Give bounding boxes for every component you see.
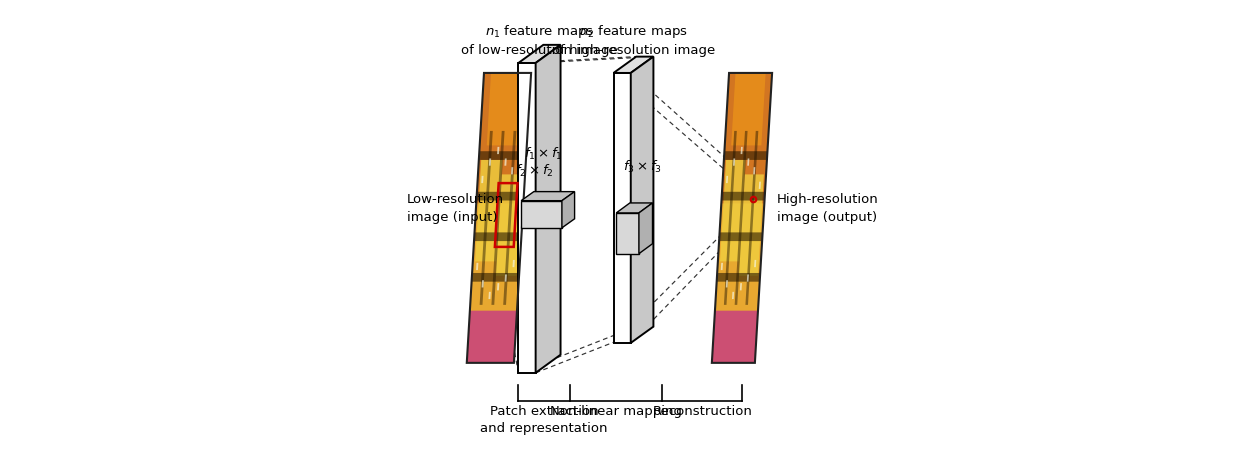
Polygon shape [631,57,654,343]
Polygon shape [724,151,768,160]
Text: $f_3 \times f_3$: $f_3 \times f_3$ [623,159,662,175]
Polygon shape [504,275,507,282]
Polygon shape [476,192,524,201]
Polygon shape [486,73,524,145]
Polygon shape [720,263,723,270]
Polygon shape [732,292,734,299]
Text: $f_2 \times f_2$: $f_2 \times f_2$ [515,164,554,179]
Polygon shape [504,159,507,166]
Polygon shape [489,292,490,299]
Polygon shape [616,203,652,213]
Polygon shape [535,45,561,373]
Text: $f_1 \times f_1$: $f_1 \times f_1$ [524,146,562,162]
Polygon shape [616,213,639,254]
Polygon shape [522,192,574,201]
Polygon shape [479,151,527,160]
Polygon shape [747,275,749,282]
Polygon shape [481,280,484,288]
Polygon shape [734,131,748,305]
Polygon shape [466,311,517,363]
Polygon shape [518,63,535,373]
Polygon shape [732,73,766,145]
Polygon shape [740,283,742,290]
Text: Low-resolution
image (input): Low-resolution image (input) [406,193,504,224]
Polygon shape [727,176,728,183]
Polygon shape [476,73,532,203]
Text: Patch extraction
and representation: Patch extraction and representation [480,405,608,435]
Polygon shape [480,131,493,305]
Polygon shape [497,147,499,154]
Polygon shape [722,192,766,201]
Polygon shape [613,57,654,73]
Polygon shape [495,174,523,276]
Text: $n_2$ feature maps
of high-resolution image: $n_2$ feature maps of high-resolution im… [552,23,715,57]
Text: Non-linear mapping: Non-linear mapping [551,405,683,419]
Polygon shape [745,131,758,305]
Polygon shape [639,203,652,254]
Polygon shape [503,131,517,305]
Polygon shape [471,273,519,282]
Polygon shape [613,73,631,343]
Polygon shape [489,159,491,166]
Text: $n_1$ feature maps
of low-resolution image: $n_1$ feature maps of low-resolution ima… [461,23,618,57]
Polygon shape [466,73,532,363]
Polygon shape [740,147,743,154]
Polygon shape [719,232,763,241]
Polygon shape [722,73,772,203]
Polygon shape [711,311,758,363]
Polygon shape [759,182,760,189]
Polygon shape [518,45,561,63]
Polygon shape [491,131,504,305]
Polygon shape [716,273,760,282]
Polygon shape [562,192,574,228]
Polygon shape [754,260,757,267]
Polygon shape [725,280,728,288]
Polygon shape [720,160,745,261]
Polygon shape [711,73,772,363]
Polygon shape [497,283,499,290]
Text: High-resolution
image (output): High-resolution image (output) [777,193,879,224]
Polygon shape [739,174,764,276]
Polygon shape [513,260,515,267]
Polygon shape [475,160,503,261]
Polygon shape [522,201,562,228]
Polygon shape [724,131,737,305]
Polygon shape [474,232,522,241]
Polygon shape [476,263,479,270]
Polygon shape [753,167,755,174]
Polygon shape [481,176,484,183]
Polygon shape [747,159,749,166]
Polygon shape [510,167,513,174]
Polygon shape [517,182,519,189]
Text: Reconstruction: Reconstruction [652,405,752,419]
Polygon shape [733,159,735,166]
